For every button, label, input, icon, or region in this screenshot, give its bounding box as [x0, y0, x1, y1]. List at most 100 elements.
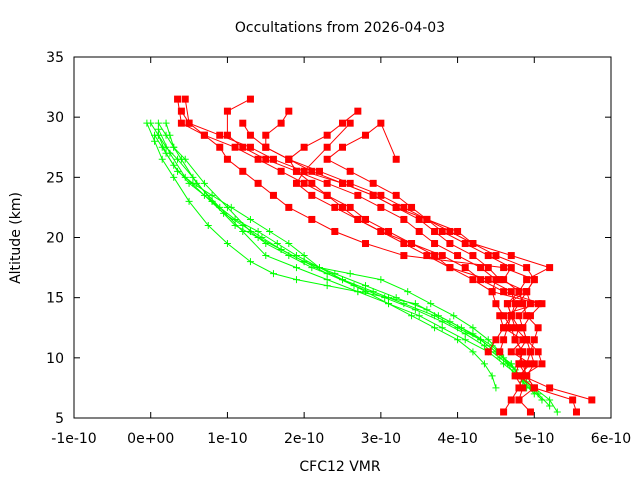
data-point-square: [300, 179, 308, 187]
y-tick-label: 25: [46, 170, 64, 186]
data-point-square: [484, 276, 492, 284]
data-point-square: [377, 191, 385, 199]
data-point-square: [246, 131, 254, 139]
data-point-square: [507, 264, 515, 272]
data-point-plus: [266, 227, 274, 235]
x-tick-label: 4e-10: [437, 431, 477, 447]
data-point-square: [292, 179, 300, 187]
x-tick-label: 6e-10: [591, 431, 631, 447]
x-axis-ticks: -1e-10 0e+00 1e-10 2e-10 3e-10 4e-10 5e-10 6e-1…: [51, 57, 631, 447]
chart-title: Occultations from 2026-04-03: [235, 20, 445, 36]
data-point-square: [438, 227, 446, 235]
data-point-square: [538, 360, 546, 368]
data-point-square: [519, 300, 527, 308]
data-point-plus: [553, 408, 561, 416]
data-point-square: [523, 276, 531, 284]
data-point-square: [346, 167, 354, 175]
data-point-plus: [174, 155, 182, 163]
data-point-plus: [254, 227, 262, 235]
data-point-plus: [546, 396, 554, 404]
series-line: [157, 135, 497, 389]
data-point-plus: [273, 240, 281, 248]
data-point-plus: [438, 318, 446, 326]
data-point-square: [239, 119, 247, 127]
series-green-2: [154, 119, 546, 404]
data-point-square: [461, 240, 469, 248]
series-line: [242, 122, 532, 377]
data-point-square: [519, 360, 527, 368]
data-point-square: [323, 143, 331, 151]
data-point-plus: [162, 119, 170, 127]
data-point-square: [530, 336, 538, 344]
data-point-plus: [488, 372, 496, 380]
data-point-plus: [350, 282, 358, 290]
series-line: [165, 123, 558, 413]
data-point-square: [216, 131, 224, 139]
data-point-plus: [231, 221, 239, 229]
data-point-plus: [323, 276, 331, 284]
data-point-square: [415, 227, 423, 235]
data-point-square: [300, 167, 308, 175]
plot-frame: [73, 56, 612, 419]
data-point-plus: [189, 179, 197, 187]
y-axis-title: Altitude (km): [8, 192, 24, 284]
y-axis-ticks: 5 10 15 20 25 30 35: [46, 50, 611, 427]
data-point-square: [223, 155, 231, 163]
data-point-square: [492, 336, 500, 344]
data-point-square: [446, 240, 454, 248]
data-point-square: [538, 300, 546, 308]
data-point-square: [526, 408, 534, 416]
data-point-square: [523, 360, 531, 368]
data-point-square: [354, 191, 362, 199]
data-point-square: [503, 300, 511, 308]
data-point-square: [519, 324, 527, 332]
data-point-square: [569, 396, 577, 404]
data-point-square: [254, 155, 262, 163]
data-point-plus: [208, 197, 216, 205]
data-point-square: [477, 276, 485, 284]
series-green-3: [147, 119, 538, 398]
data-point-square: [423, 215, 431, 223]
data-point-square: [392, 203, 400, 211]
data-point-square: [500, 324, 508, 332]
data-point-plus: [323, 270, 331, 278]
data-point-plus: [534, 390, 542, 398]
data-point-square: [534, 348, 542, 356]
data-point-square: [300, 143, 308, 151]
data-point-square: [519, 384, 527, 392]
data-point-plus: [461, 336, 469, 344]
data-point-square: [339, 203, 346, 211]
data-point-plus: [461, 330, 469, 338]
data-point-square: [454, 252, 462, 260]
data-point-square: [492, 276, 500, 284]
data-point-square: [400, 203, 408, 211]
data-point-square: [262, 143, 270, 151]
data-point-plus: [385, 300, 393, 308]
data-point-square: [546, 384, 554, 392]
data-point-plus: [181, 173, 189, 181]
data-point-square: [346, 179, 354, 187]
data-point-square: [415, 215, 423, 223]
data-point-square: [239, 143, 247, 151]
data-point-square: [534, 324, 542, 332]
plot-series: [143, 95, 596, 416]
data-point-square: [246, 143, 254, 151]
data-point-square: [308, 179, 316, 187]
data-point-square: [277, 167, 285, 175]
series-red-2: [174, 95, 580, 416]
data-point-plus: [392, 294, 400, 302]
data-point-square: [530, 276, 538, 284]
data-point-square: [484, 348, 492, 356]
data-point-square: [469, 276, 477, 284]
data-point-square: [308, 191, 316, 199]
data-point-plus: [450, 312, 458, 320]
data-point-square: [519, 372, 527, 380]
data-point-plus: [381, 294, 389, 302]
data-point-plus: [185, 197, 193, 205]
data-point-square: [177, 119, 185, 127]
data-point-square: [515, 360, 523, 368]
data-point-square: [484, 252, 492, 260]
data-point-plus: [285, 240, 293, 248]
data-point-square: [392, 191, 400, 199]
